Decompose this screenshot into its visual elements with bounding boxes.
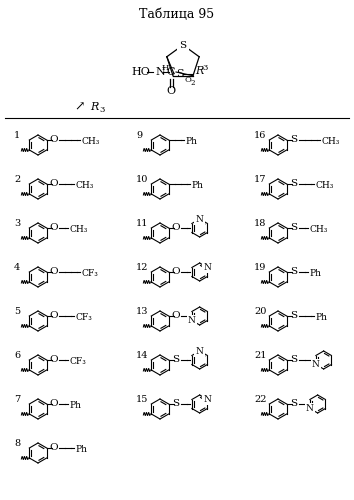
Text: S: S: [290, 356, 297, 364]
Text: CF₃: CF₃: [70, 358, 86, 366]
Text: ↗: ↗: [75, 100, 85, 114]
Text: O: O: [49, 268, 58, 276]
Text: O: O: [171, 268, 180, 276]
Text: Ph: Ph: [185, 138, 198, 146]
Text: 18: 18: [254, 219, 266, 228]
Text: 1: 1: [14, 131, 20, 140]
Text: N: N: [306, 404, 314, 413]
Text: 13: 13: [136, 307, 148, 316]
Text: O: O: [49, 180, 58, 188]
Text: 2: 2: [14, 175, 20, 184]
Text: CH₃: CH₃: [76, 182, 94, 190]
Text: R: R: [195, 66, 204, 76]
Text: Ph: Ph: [192, 182, 204, 190]
Text: O: O: [171, 312, 180, 320]
Text: CH₃: CH₃: [310, 226, 328, 234]
Text: 19: 19: [254, 263, 266, 272]
Text: 17: 17: [254, 175, 267, 184]
Text: 22: 22: [254, 395, 267, 404]
Text: 2: 2: [190, 79, 194, 87]
Text: Ph: Ph: [316, 314, 328, 322]
Text: S: S: [290, 400, 297, 408]
Text: O: O: [49, 136, 58, 144]
Text: 4: 4: [14, 263, 20, 272]
Text: 8: 8: [14, 439, 20, 448]
Text: Ph: Ph: [310, 270, 322, 278]
Text: O: O: [171, 224, 180, 232]
Text: 3: 3: [99, 106, 104, 114]
Text: CH₃: CH₃: [316, 182, 334, 190]
Text: Ph: Ph: [70, 402, 82, 410]
Text: O: O: [49, 224, 58, 232]
Text: CH₃: CH₃: [82, 138, 100, 146]
Text: O: O: [49, 356, 58, 364]
Text: N: N: [204, 263, 211, 272]
Text: HO: HO: [131, 67, 150, 77]
Text: 3: 3: [202, 64, 207, 72]
Text: 6: 6: [14, 351, 20, 360]
Text: N: N: [196, 346, 204, 356]
Text: CF₃: CF₃: [82, 270, 98, 278]
Text: 12: 12: [136, 263, 148, 272]
Text: 3: 3: [14, 219, 20, 228]
Text: CH₃: CH₃: [322, 138, 340, 146]
Text: Таблица 95: Таблица 95: [139, 8, 215, 21]
Text: S: S: [179, 40, 187, 50]
Text: S: S: [290, 224, 297, 232]
Text: N: N: [188, 316, 196, 325]
Text: 10: 10: [136, 175, 148, 184]
Text: 15: 15: [136, 395, 148, 404]
Text: Ph: Ph: [76, 446, 88, 454]
Text: N: N: [155, 67, 165, 77]
Text: 21: 21: [254, 351, 267, 360]
Text: O: O: [49, 400, 58, 408]
Text: C: C: [167, 67, 175, 77]
Text: S: S: [172, 356, 179, 364]
Text: CF₃: CF₃: [76, 314, 92, 322]
Text: 5: 5: [14, 307, 20, 316]
Text: O: O: [49, 312, 58, 320]
Text: O: O: [49, 444, 58, 452]
Text: R: R: [90, 102, 98, 112]
Text: 9: 9: [136, 131, 142, 140]
Text: H: H: [162, 64, 169, 72]
Text: 11: 11: [136, 219, 148, 228]
Text: N: N: [312, 360, 320, 369]
Text: 7: 7: [14, 395, 20, 404]
Text: S: S: [290, 136, 297, 144]
Text: CH₃: CH₃: [70, 226, 88, 234]
Text: 14: 14: [136, 351, 148, 360]
Text: S: S: [176, 69, 184, 79]
Text: S: S: [172, 400, 179, 408]
Text: O: O: [184, 76, 191, 84]
Text: S: S: [290, 268, 297, 276]
Text: 20: 20: [254, 307, 266, 316]
Text: O: O: [166, 86, 176, 96]
Text: S: S: [290, 312, 297, 320]
Text: N: N: [196, 214, 204, 224]
Text: 16: 16: [254, 131, 266, 140]
Text: S: S: [290, 180, 297, 188]
Text: N: N: [204, 395, 211, 404]
